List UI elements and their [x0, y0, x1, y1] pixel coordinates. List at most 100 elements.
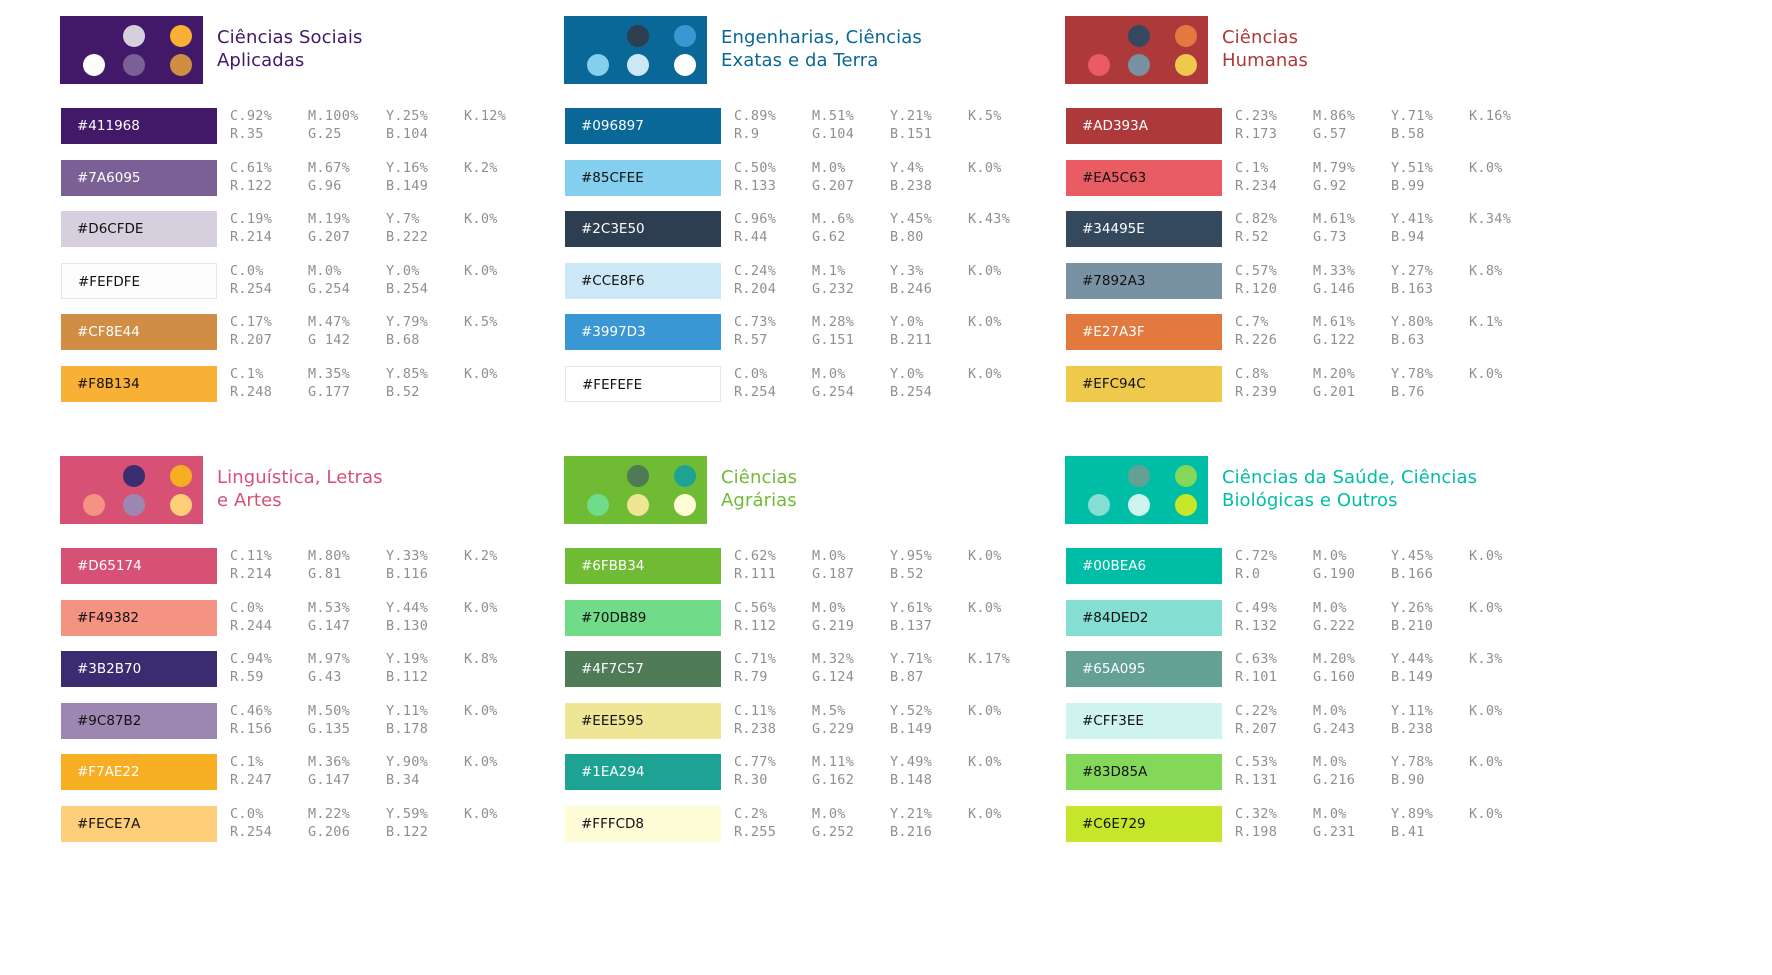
color-row: #1EA294 C.77% M.11% Y.49% K.0% R.30 G.16… — [564, 754, 1064, 806]
cmyk-y: Y.45% — [1391, 548, 1434, 564]
color-swatch[interactable]: #EFC94C — [1066, 365, 1222, 402]
cmyk-k: K.0% — [1469, 805, 1503, 822]
hex-code: #E27A3F — [1082, 324, 1145, 341]
color-swatch[interactable]: #FEFEFE — [565, 365, 721, 402]
color-row: #D65174 C.11% M.80% Y.33% K.2% R.214 G.8… — [60, 548, 560, 600]
color-row: #6FBB34 C.62% M.0% Y.95% K.0% R.111 G.18… — [564, 548, 1064, 600]
color-swatch[interactable]: #CCE8F6 — [565, 262, 721, 299]
color-row: #096897 C.89% M.51% Y.21% K.5% R.9 G.104… — [564, 108, 1064, 160]
color-row: #7892A3 C.57% M.33% Y.27% K.8% R.120 G.1… — [1065, 262, 1565, 315]
cmyk-c: C.53% — [1235, 754, 1278, 771]
color-dot-icon — [674, 465, 696, 487]
color-swatch[interactable]: #34495E — [1066, 211, 1222, 248]
color-swatch[interactable]: #D65174 — [61, 548, 217, 584]
cmyk-y: Y.21% — [890, 805, 933, 822]
cmyk-m: M.80% — [308, 548, 351, 564]
color-swatch[interactable]: #84DED2 — [1066, 599, 1222, 636]
cmyk-y: Y.80% — [1391, 314, 1434, 331]
rgb-b: B.149 — [1391, 669, 1434, 686]
cmyk-y: Y.89% — [1391, 805, 1434, 822]
hex-code: #CFF3EE — [1082, 712, 1144, 729]
hex-code: #00BEA6 — [1082, 558, 1147, 574]
color-swatch[interactable]: #F49382 — [61, 599, 217, 636]
cmyk-k: K.0% — [464, 365, 498, 382]
color-swatch[interactable]: #FEFDFE — [61, 262, 217, 299]
rgb-g: G.124 — [812, 669, 855, 686]
rgb-r: R.111 — [734, 566, 777, 582]
cmyk-k: K.0% — [1469, 754, 1503, 771]
rgb-b: B.87 — [890, 669, 924, 686]
color-swatch[interactable]: #2C3E50 — [565, 211, 721, 248]
color-swatch[interactable]: #4F7C57 — [565, 651, 721, 688]
color-swatch[interactable]: #096897 — [565, 108, 721, 144]
color-swatch[interactable]: #1EA294 — [565, 754, 721, 791]
rgb-g: G.146 — [1313, 280, 1356, 297]
cmyk-c: C.57% — [1235, 262, 1278, 279]
cmyk-c: C.89% — [734, 108, 777, 124]
color-row: #7A6095 C.61% M.67% Y.16% K.2% R.122 G.9… — [60, 159, 560, 212]
rgb-b: B.52 — [890, 566, 924, 582]
color-swatch[interactable]: #411968 — [61, 108, 217, 144]
color-swatch[interactable]: #00BEA6 — [1066, 548, 1222, 584]
group-header: Ciências Sociais Aplicadas — [60, 16, 560, 84]
color-dot-icon — [123, 465, 145, 487]
cmyk-c: C.8% — [1235, 365, 1269, 382]
color-swatch[interactable]: #EA5C63 — [1066, 159, 1222, 196]
cmyk-m: M.0% — [1313, 702, 1347, 719]
hex-code: #7892A3 — [1082, 272, 1146, 289]
cmyk-c: C.0% — [734, 365, 768, 382]
cmyk-k: K.3% — [1469, 651, 1503, 668]
color-swatch[interactable]: #CFF3EE — [1066, 702, 1222, 739]
cmyk-k: K.16% — [1469, 108, 1512, 124]
rgb-g: G.160 — [1313, 669, 1356, 686]
color-swatch[interactable]: #6FBB34 — [565, 548, 721, 584]
color-row: #FFFCD8 C.2% M.0% Y.21% K.0% R.255 G.252… — [564, 805, 1064, 858]
color-swatch[interactable]: #EEE595 — [565, 702, 721, 739]
rgb-b: B.148 — [890, 772, 933, 789]
color-swatch[interactable]: #FFFCD8 — [565, 805, 721, 842]
color-swatch[interactable]: #3997D3 — [565, 314, 721, 351]
color-swatch[interactable]: #E27A3F — [1066, 314, 1222, 351]
rgb-r: R.59 — [230, 669, 264, 686]
rgb-g: G.222 — [1313, 617, 1356, 634]
rgb-g: G.177 — [308, 383, 351, 400]
group-title: Ciências da Saúde, Ciências Biológicas e… — [1222, 467, 1478, 511]
color-swatch[interactable]: #65A095 — [1066, 651, 1222, 688]
rgb-b: B.90 — [1391, 772, 1425, 789]
color-swatch[interactable]: #FECE7A — [61, 805, 217, 842]
cmyk-c: C.0% — [230, 262, 264, 279]
color-swatch[interactable]: #C6E729 — [1066, 805, 1222, 842]
color-swatch[interactable]: #7892A3 — [1066, 262, 1222, 299]
color-swatch[interactable]: #7A6095 — [61, 159, 217, 196]
rgb-r: R.120 — [1235, 280, 1278, 297]
rgb-g: G.216 — [1313, 772, 1356, 789]
cmyk-c: C.24% — [734, 262, 777, 279]
rgb-g: G.73 — [1313, 229, 1347, 246]
color-dot-icon — [1128, 25, 1150, 47]
color-dot-icon — [627, 54, 649, 76]
cmyk-k: K.0% — [464, 211, 498, 228]
rgb-b: B.211 — [890, 332, 933, 349]
group-badge — [60, 456, 203, 524]
color-swatch[interactable]: #85CFEE — [565, 159, 721, 196]
color-row: #34495E C.82% M.61% Y.41% K.34% R.52 G.7… — [1065, 211, 1565, 263]
cmyk-k: K.43% — [968, 211, 1011, 228]
color-swatch[interactable]: #83D85A — [1066, 754, 1222, 791]
color-swatch[interactable]: #CF8E44 — [61, 314, 217, 351]
rgb-b: B.34 — [386, 772, 420, 789]
rgb-r: R.156 — [230, 720, 273, 737]
color-swatch[interactable]: #9C87B2 — [61, 702, 217, 739]
cmyk-c: C.62% — [734, 548, 777, 564]
cmyk-y: Y.59% — [386, 805, 429, 822]
cmyk-c: C.0% — [230, 599, 264, 616]
color-swatch[interactable]: #F7AE22 — [61, 754, 217, 791]
cmyk-c: C.2% — [734, 805, 768, 822]
color-swatch[interactable]: #3B2B70 — [61, 651, 217, 688]
color-swatch[interactable]: #F8B134 — [61, 365, 217, 402]
color-swatch[interactable]: #AD393A — [1066, 108, 1222, 144]
group-title: Engenharias, Ciências Exatas e da Terra — [721, 27, 922, 71]
color-swatch[interactable]: #D6CFDE — [61, 211, 217, 248]
cmyk-m: M.0% — [1313, 548, 1347, 564]
color-group: Ciências Agrárias #6FBB34 C.62% M.0% Y.9… — [564, 456, 1064, 842]
color-swatch[interactable]: #70DB89 — [565, 599, 721, 636]
